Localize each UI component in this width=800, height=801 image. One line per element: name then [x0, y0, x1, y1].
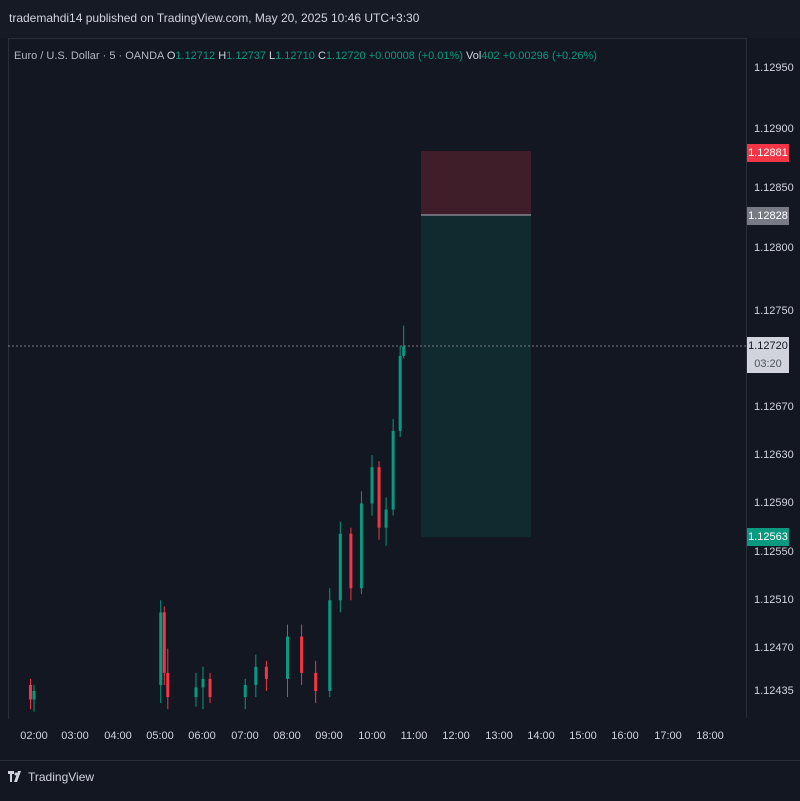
- candles-group: [28, 325, 406, 712]
- candle-body: [159, 612, 163, 685]
- time-tick: 12:00: [442, 730, 470, 742]
- footer-bar: [0, 760, 800, 801]
- candle-body: [201, 678, 205, 688]
- target-price-tag[interactable]: 1.12563: [747, 528, 789, 546]
- entry-price-tag[interactable]: 1.12828: [747, 207, 789, 225]
- candle-body: [398, 355, 402, 431]
- time-tick: 17:00: [654, 730, 682, 742]
- legend-high-label: H: [218, 50, 227, 62]
- price-tick: 1.12850: [754, 182, 794, 194]
- chart-pane[interactable]: [8, 38, 747, 719]
- candle-body: [264, 666, 268, 679]
- legend-high: 1.12737: [226, 50, 266, 62]
- candle-body: [32, 691, 36, 700]
- candle-body: [194, 687, 198, 698]
- candle-body: [314, 672, 318, 691]
- price-tick: 1.12510: [754, 594, 794, 606]
- time-tick: 07:00: [231, 730, 259, 742]
- price-tick: 1.12750: [754, 305, 794, 317]
- legend-close-label: C: [317, 50, 326, 62]
- legend-low-label: L: [269, 50, 276, 62]
- time-tick: 08:00: [273, 730, 301, 742]
- time-tick: 14:00: [527, 730, 555, 742]
- candle-body: [370, 467, 374, 504]
- price-tick: 1.12590: [754, 497, 794, 509]
- publisher-bar: trademahdi14 published on TradingView.co…: [0, 0, 800, 38]
- legend-change: +0.00008 (+0.01%): [368, 50, 463, 62]
- legend-vol-label: Vol: [465, 50, 482, 62]
- tradingview-logo-icon: [8, 771, 21, 782]
- candle-body: [286, 636, 289, 679]
- price-tick: 1.12670: [754, 401, 794, 413]
- time-tick: 11:00: [400, 730, 428, 742]
- legend-symbol: Euro / U.S. Dollar · 5 · OANDA: [14, 50, 164, 62]
- legend-close: 1.12720: [325, 50, 366, 62]
- current-price-tag: 1.12720: [747, 337, 789, 355]
- time-tick: 06:00: [188, 730, 216, 742]
- price-tick: 1.12950: [754, 62, 794, 74]
- tradingview-logo[interactable]: TradingView: [8, 770, 94, 784]
- legend-vol: 402: [481, 50, 500, 62]
- candle-body: [300, 636, 304, 673]
- price-tick: 1.12630: [754, 449, 794, 461]
- candle-body: [243, 684, 247, 698]
- time-tick: 03:00: [61, 730, 89, 742]
- candle-body: [384, 509, 388, 528]
- candle-body: [166, 672, 170, 698]
- legend-vol-change: +0.00296 (+0.26%): [502, 50, 597, 62]
- time-tick: 13:00: [485, 730, 513, 742]
- price-tick: 1.12470: [754, 642, 794, 654]
- candle-body: [338, 533, 342, 601]
- candle-body: [349, 533, 353, 589]
- time-tick: 09:00: [315, 730, 343, 742]
- time-tick: 04:00: [104, 730, 132, 742]
- legend-open-label: O: [166, 50, 176, 62]
- price-tick: 1.12435: [754, 685, 794, 697]
- candle-body: [208, 678, 212, 698]
- price-tick: 1.12550: [754, 546, 794, 558]
- symbol-legend: Euro / U.S. Dollar · 5 · OANDA O1.12712 …: [14, 50, 597, 62]
- price-axis-divider: [746, 38, 747, 718]
- legend-open: 1.12712: [175, 50, 216, 62]
- publisher-text: trademahdi14 published on TradingView.co…: [9, 11, 420, 25]
- time-tick: 10:00: [358, 730, 386, 742]
- time-tick: 05:00: [146, 730, 174, 742]
- stop-zone[interactable]: [421, 151, 531, 215]
- candle-body: [328, 600, 332, 691]
- candle-body: [162, 612, 166, 673]
- candle-body: [359, 503, 363, 589]
- price-tick: 1.12800: [754, 242, 794, 254]
- time-tick: 02:00: [20, 730, 48, 742]
- legend-low: 1.12710: [275, 50, 315, 62]
- bar-countdown: 03:20: [747, 355, 789, 373]
- time-tick: 18:00: [696, 730, 724, 742]
- price-tick: 1.12900: [754, 123, 794, 135]
- time-tick: 15:00: [569, 730, 597, 742]
- candle-body: [391, 430, 395, 510]
- candle-body: [254, 666, 258, 685]
- candle-body: [377, 467, 381, 528]
- stop-price-tag[interactable]: 1.12881: [747, 144, 789, 162]
- candle-body: [402, 346, 406, 356]
- candle-body: [28, 684, 32, 700]
- time-tick: 16:00: [611, 730, 639, 742]
- target-zone[interactable]: [421, 215, 531, 537]
- brand-name: TradingView: [28, 770, 95, 784]
